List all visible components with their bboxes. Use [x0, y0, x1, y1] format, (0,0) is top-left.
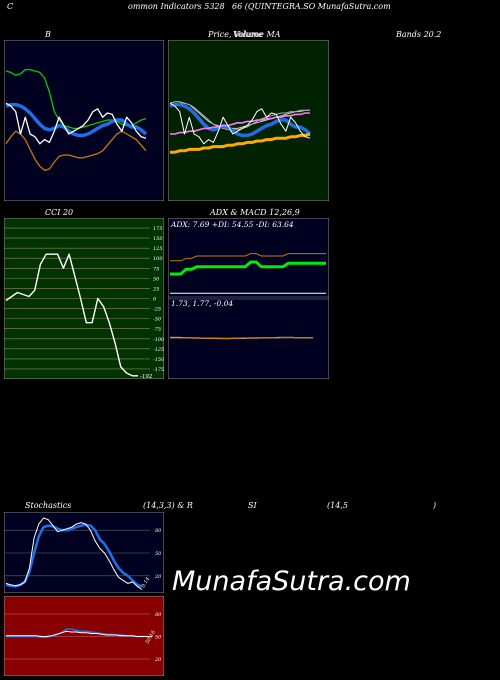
cci-tick-8: -25	[153, 307, 161, 313]
price-bg	[168, 40, 329, 201]
cci-last-value: -192	[140, 374, 153, 379]
cci-tick-9: -50	[153, 317, 162, 323]
macd-annotation: 1.73, 1.77, -0.04	[171, 299, 233, 308]
label-adx-macd: ADX & MACD 12,26,9	[210, 208, 300, 217]
stoch-series-0	[5, 523, 143, 588]
rsi-tick-0: 80	[155, 612, 162, 618]
label-volume-overlap: Volume	[233, 30, 263, 39]
label-si: SI	[248, 501, 257, 510]
bollinger-bg	[4, 40, 164, 201]
cci-line	[5, 253, 138, 377]
label-price-volume: Price, Volume MA	[208, 30, 281, 39]
stoch-last-value: 0.14	[141, 576, 152, 589]
stoch-tick-1: 50	[155, 551, 162, 557]
cci-tick-11: -100	[153, 337, 164, 343]
price-series-1	[169, 102, 310, 131]
stochastics-chart: 80 50 200.14	[4, 512, 164, 593]
stoch-series-1	[5, 517, 143, 590]
cci-tick-0: 175	[153, 226, 163, 232]
cci-tick-13: -150	[153, 357, 164, 363]
stoch-tick-2: 20	[154, 574, 162, 580]
cci-tick-4: 75	[153, 266, 159, 272]
label-si-params: (14,5	[327, 501, 348, 510]
header-title: ommon Indicators 5328	[128, 2, 225, 11]
adx-macd-chart: ADX: 7.69 +DI: 54.55 -DI: 63.64 1.73, 1.7…	[168, 218, 329, 379]
header-c: C	[7, 2, 14, 11]
watermark: MunafaSutra.com	[172, 566, 411, 597]
macd-series-1	[170, 336, 313, 340]
cci-chart: 175 150 125 100 75 50 25 0 -25 -50 -75 -100 -125 -150…	[4, 218, 164, 379]
bollinger-series-0	[5, 68, 147, 130]
header-symbol: 66 (QUINTEGRA.SO MunafaSutra.com	[232, 2, 391, 11]
adx-annotation: ADX: 7.69 +DI: 54.55 -DI: 63.64	[170, 220, 294, 229]
adx-bg	[168, 218, 329, 379]
cci-tick-1: 150	[153, 236, 163, 242]
bollinger-series-3	[5, 102, 147, 145]
bollinger-series-2	[5, 130, 147, 172]
price-series-0	[169, 101, 310, 129]
cci-tick-7: 0	[153, 297, 157, 303]
price-series-5	[169, 102, 311, 145]
cci-tick-2: 125	[153, 246, 163, 252]
label-bands: Bands 20.2	[396, 30, 442, 39]
label-bollinger: B	[45, 30, 51, 39]
cci-tick-14: -175	[153, 367, 164, 373]
cci-tick-3: 100	[153, 256, 163, 262]
label-paren: )	[433, 501, 437, 510]
adx-series-0	[170, 260, 326, 276]
label-stoch-params: (14,3,3) & R	[143, 501, 193, 510]
rsi-tick-1: 50	[155, 635, 162, 641]
rsi-series-1	[6, 630, 152, 637]
rsi-tick-2: 20	[154, 657, 162, 663]
cci-tick-10: -75	[153, 327, 161, 333]
bollinger-series-1	[5, 102, 148, 138]
cci-tick-6: 25	[152, 286, 159, 292]
adx-series-1	[170, 253, 326, 262]
stoch-tick-0: 80	[155, 528, 162, 534]
price-series-2	[169, 102, 312, 138]
price-volume-chart	[168, 40, 329, 201]
label-cci: CCI 20	[45, 208, 74, 217]
label-stochastics: Stochastics	[25, 501, 72, 510]
cci-tick-12: -125	[153, 347, 164, 353]
bollinger-chart	[4, 40, 164, 201]
price-series-4	[170, 132, 311, 154]
cci-tick-5: 50	[153, 276, 160, 282]
